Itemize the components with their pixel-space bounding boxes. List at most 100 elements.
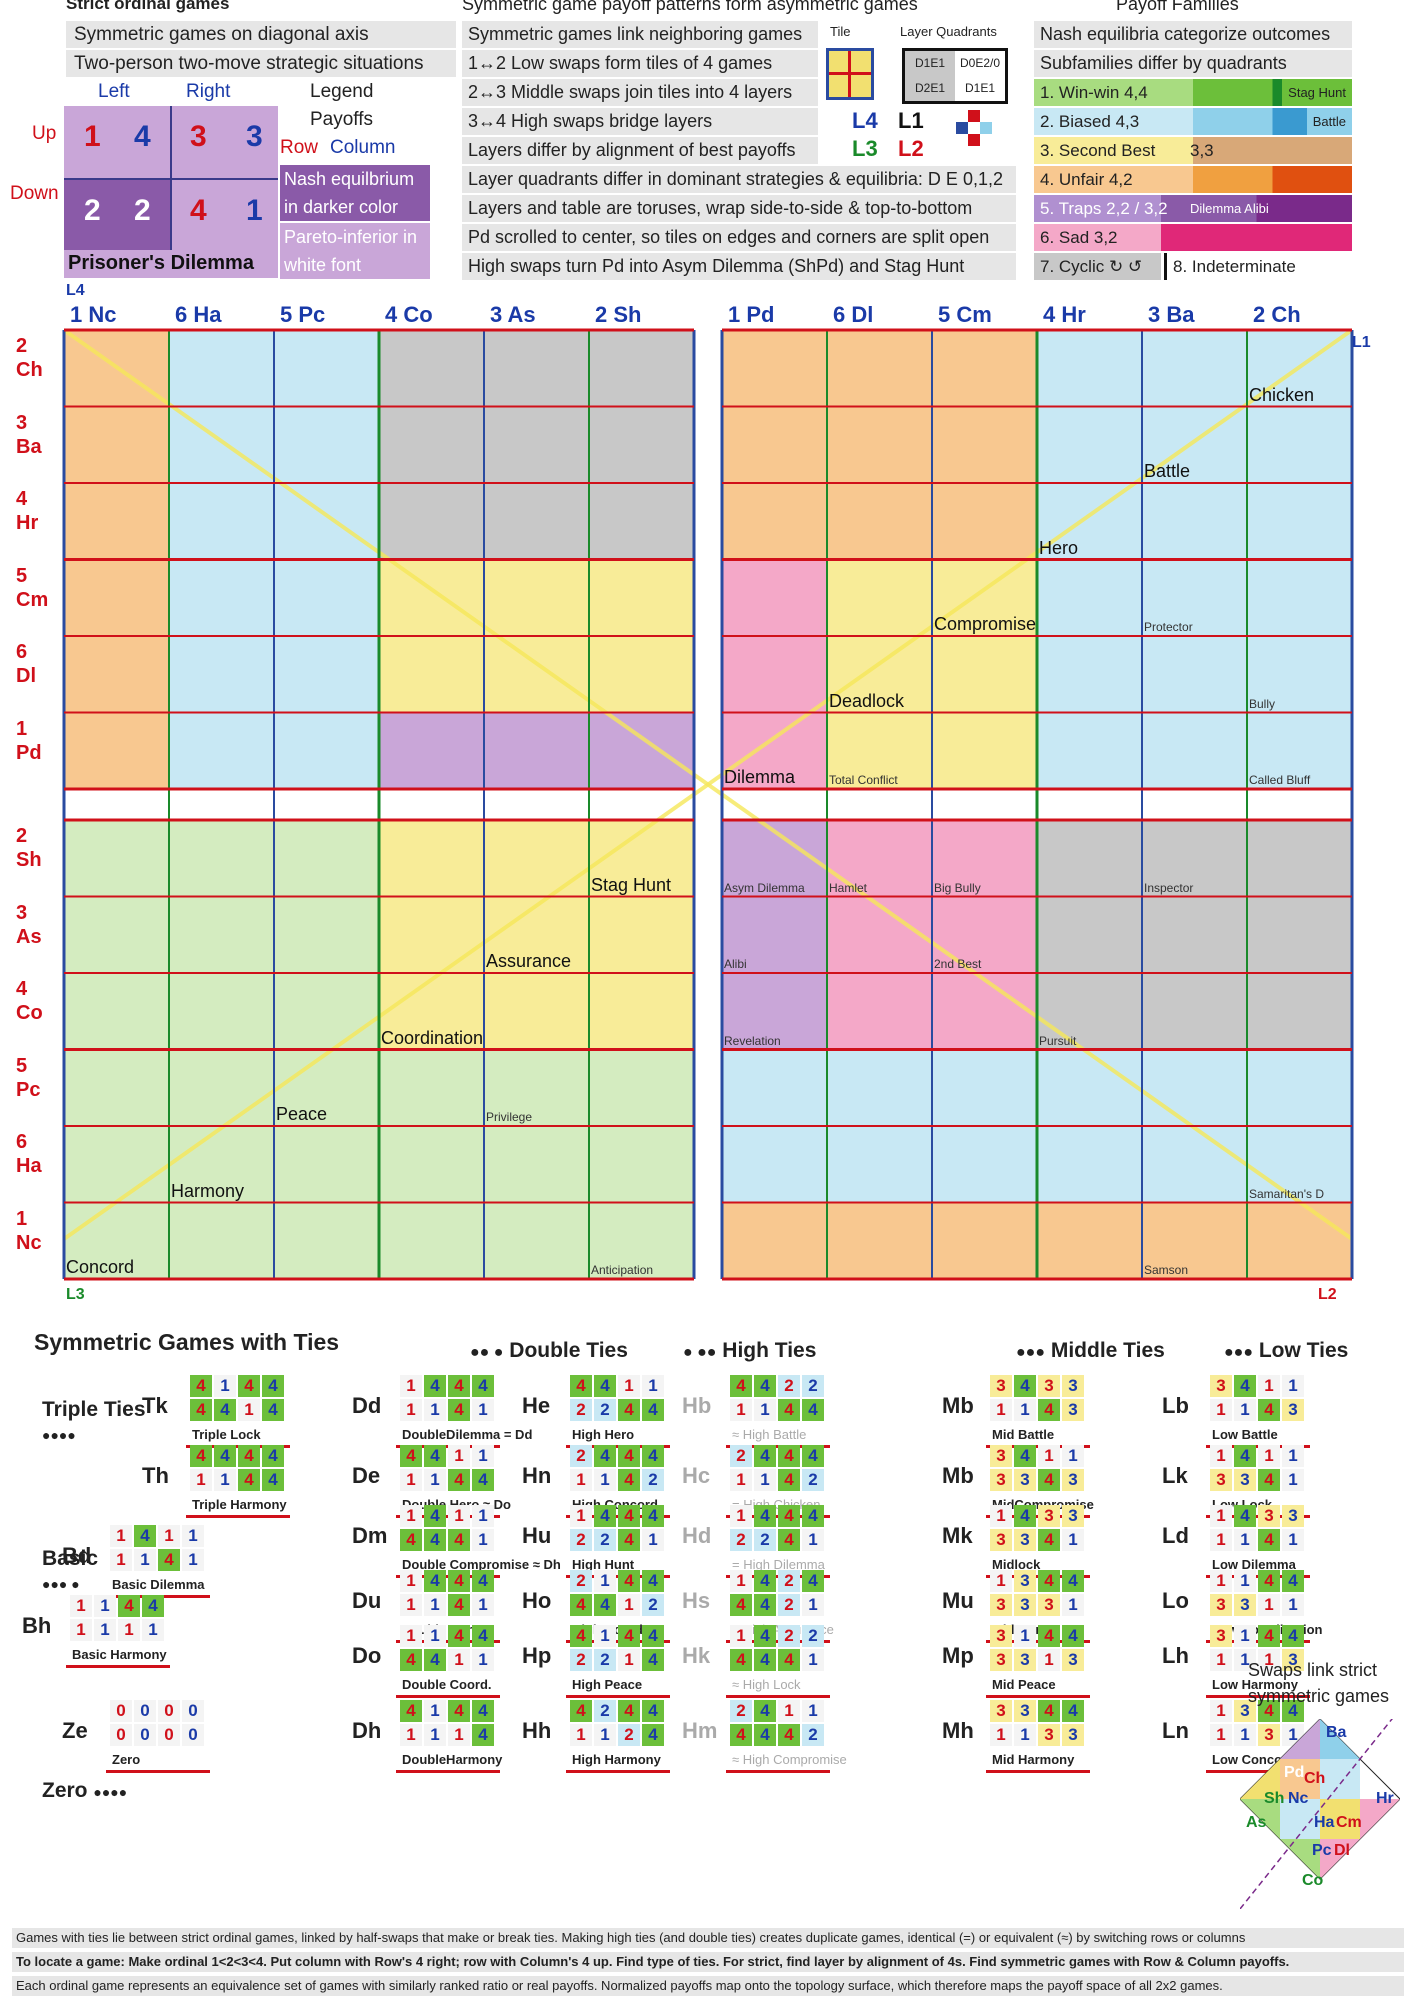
tie-payoff: 2 [642, 1469, 664, 1491]
grid-tile [274, 712, 379, 789]
pd-up-label: Up [32, 123, 57, 144]
grid-tile [1247, 896, 1352, 973]
tie-payoff: 4 [1038, 1700, 1060, 1722]
grid-tile [932, 330, 1037, 407]
grid-tile [722, 896, 827, 973]
tie-payoff: 3 [1210, 1469, 1232, 1491]
tie-payoff: 4 [1282, 1570, 1304, 1592]
grid-tile [1247, 483, 1352, 560]
grid-tile [827, 1049, 932, 1126]
tie-payoff: 2 [802, 1625, 824, 1647]
tie-underline [986, 1695, 1090, 1698]
tie-payoff: 3 [1062, 1375, 1084, 1397]
tie-payoff: 4 [594, 1594, 616, 1616]
left-title: Strict ordinal games [66, 0, 230, 13]
tie-payoff: 1 [214, 1375, 236, 1397]
grid-tile [1247, 1202, 1352, 1279]
grid-tile [589, 483, 694, 560]
grid-tile [932, 636, 1037, 713]
tie-game-caption: High Hunt [572, 1557, 635, 1572]
tie-payoff: 4 [618, 1700, 640, 1722]
grid-tile [274, 559, 379, 636]
tie-payoff: 4 [642, 1445, 664, 1467]
tie-payoff: 3 [990, 1594, 1012, 1616]
row-head: 1 Pd [16, 717, 42, 764]
tie-game-caption: Mid Harmony [992, 1752, 1075, 1767]
grid-tile [274, 1049, 379, 1126]
tie-payoff: 4 [1258, 1625, 1280, 1647]
tie-payoff: 4 [594, 1375, 616, 1397]
tie-payoff: 4 [618, 1625, 640, 1647]
grid-tile [589, 330, 694, 407]
center-line: Layer quadrants differ in dominant strat… [462, 166, 1016, 193]
grid-tile [1142, 406, 1247, 483]
tie-payoff: 4 [472, 1724, 494, 1746]
grid-tile [827, 973, 932, 1050]
tie-payoff: 0 [110, 1700, 132, 1722]
tie-payoff: 1 [448, 1649, 470, 1671]
tie-payoff: 3 [1014, 1469, 1036, 1491]
sub-label: Called Bluff [1249, 773, 1311, 787]
tie-payoff: 4 [448, 1399, 470, 1421]
pd-matrix: 1 4 3 3 2 2 4 1 Prisoner's Dilemma [64, 106, 278, 278]
tie-payoff: 1 [1014, 1724, 1036, 1746]
tie-payoff: 4 [754, 1375, 776, 1397]
tie-payoff: 4 [472, 1625, 494, 1647]
tie-game-caption: ≈ High Lock [732, 1677, 801, 1692]
row-head: 1 Nc [16, 1207, 42, 1254]
tie-payoff: 3 [990, 1625, 1012, 1647]
tie-game-name: Hu [522, 1523, 552, 1548]
tie-payoff: 2 [802, 1724, 824, 1746]
tie-payoff: 4 [1258, 1399, 1280, 1421]
quadrant-3: D1E1 [955, 76, 1005, 101]
tie-game-caption: Low Dilemma [1212, 1557, 1296, 1572]
right-line: Nash equilibria categorize outcomes [1034, 21, 1352, 48]
tie-payoff: 2 [594, 1649, 616, 1671]
grid-tile [379, 636, 484, 713]
tie-payoff: 1 [1282, 1529, 1304, 1551]
layer-br: L2 [1318, 1286, 1337, 1303]
layer-label-l2: L2 [898, 136, 924, 161]
grid-tile [64, 973, 169, 1050]
grid-tile [1247, 820, 1352, 897]
tie-payoff: 1 [448, 1724, 470, 1746]
tie-underline [566, 1695, 670, 1698]
grid-tile [1142, 559, 1247, 636]
tie-game-name: Hh [522, 1718, 552, 1743]
grid-tile [1142, 330, 1247, 407]
tie-payoff: 4 [1062, 1700, 1084, 1722]
tie-game-caption: DoubleDilemma = Dd [402, 1427, 533, 1442]
tie-payoff: 1 [1062, 1529, 1084, 1551]
tie-game-name: Hk [682, 1643, 711, 1668]
swap-label: Ch [1304, 1770, 1325, 1787]
legend-row: Row [280, 137, 319, 158]
tie-payoff: 1 [1234, 1625, 1256, 1647]
swap-label: Ba [1326, 1724, 1347, 1741]
tie-payoff: 1 [472, 1529, 494, 1551]
tie-payoff: 4 [778, 1724, 800, 1746]
tie-payoff: 1 [730, 1570, 752, 1592]
grid-tile [932, 1126, 1037, 1203]
grid-tile [64, 1126, 169, 1203]
tie-payoff: 3 [1258, 1505, 1280, 1527]
sub-label: Protector [1144, 620, 1193, 634]
grid-tile [274, 406, 379, 483]
tie-payoff: 1 [70, 1619, 92, 1641]
tie-payoff: 1 [214, 1469, 236, 1491]
tie-payoff: 3 [1038, 1724, 1060, 1746]
tie-game-name: Hd [682, 1523, 712, 1548]
tie-payoff: 1 [1014, 1625, 1036, 1647]
tie-payoff: 4 [190, 1445, 212, 1467]
tie-game-name: Mb [942, 1463, 974, 1488]
tie-game-name: Mk [942, 1523, 973, 1548]
tie-payoff: 4 [642, 1649, 664, 1671]
tie-game-name: Hm [682, 1718, 718, 1743]
layer-label-l1: L1 [898, 108, 924, 133]
tie-payoff: 1 [424, 1469, 446, 1491]
tie-payoff: 4 [262, 1445, 284, 1467]
tie-payoff: 4 [642, 1700, 664, 1722]
tie-game-name: Mp [942, 1643, 974, 1668]
pd-down-label: Down [10, 183, 59, 204]
tie-payoff: 2 [730, 1529, 752, 1551]
grid-tile [484, 1126, 589, 1203]
